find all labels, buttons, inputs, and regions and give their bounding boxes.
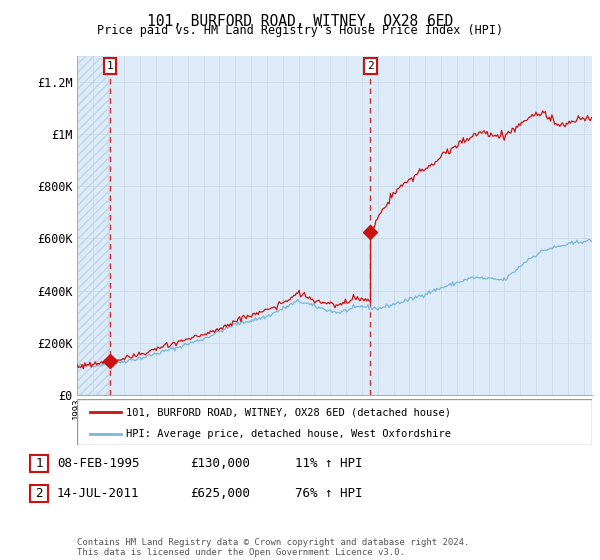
Text: 101, BURFORD ROAD, WITNEY, OX28 6ED: 101, BURFORD ROAD, WITNEY, OX28 6ED [147, 14, 453, 29]
Text: 76% ↑ HPI: 76% ↑ HPI [295, 487, 362, 500]
Text: 14-JUL-2011: 14-JUL-2011 [57, 487, 139, 500]
FancyBboxPatch shape [30, 485, 48, 502]
Text: £130,000: £130,000 [190, 456, 250, 470]
Text: 2: 2 [35, 487, 43, 500]
Text: 1: 1 [35, 456, 43, 470]
Text: Price paid vs. HM Land Registry's House Price Index (HPI): Price paid vs. HM Land Registry's House … [97, 24, 503, 37]
Text: 1: 1 [107, 61, 113, 71]
Text: 11% ↑ HPI: 11% ↑ HPI [295, 456, 362, 470]
FancyBboxPatch shape [77, 399, 592, 445]
Text: £625,000: £625,000 [190, 487, 250, 500]
Text: 2: 2 [367, 61, 374, 71]
Text: HPI: Average price, detached house, West Oxfordshire: HPI: Average price, detached house, West… [126, 429, 451, 438]
Text: 101, BURFORD ROAD, WITNEY, OX28 6ED (detached house): 101, BURFORD ROAD, WITNEY, OX28 6ED (det… [126, 407, 451, 417]
FancyBboxPatch shape [30, 455, 48, 472]
Text: Contains HM Land Registry data © Crown copyright and database right 2024.
This d: Contains HM Land Registry data © Crown c… [77, 538, 469, 557]
Text: 08-FEB-1995: 08-FEB-1995 [57, 456, 139, 470]
